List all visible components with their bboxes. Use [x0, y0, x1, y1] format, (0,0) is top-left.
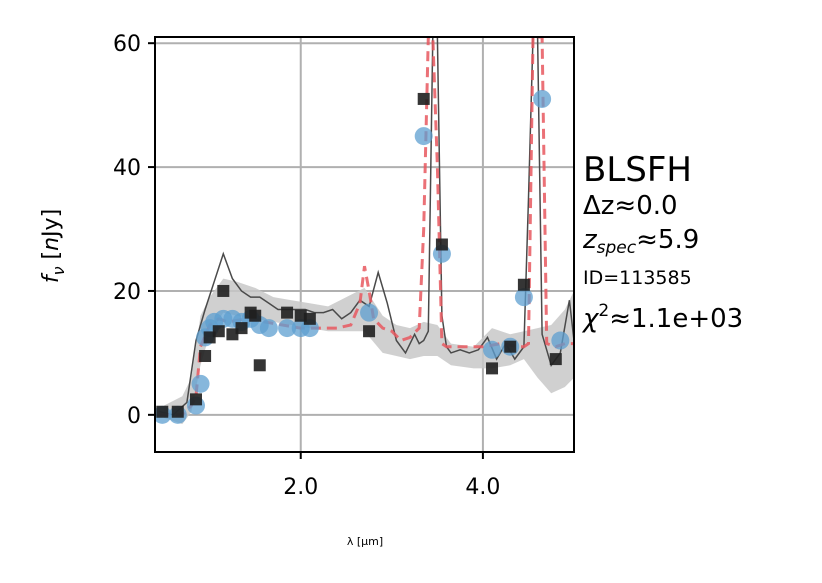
- model-photometry-point: [303, 312, 316, 325]
- model-photometry-point: [363, 325, 376, 338]
- observed-point: [360, 303, 379, 322]
- model-uncertainty-band: [164, 278, 574, 425]
- model-photometry-point: [435, 238, 448, 251]
- observed-point: [414, 127, 433, 146]
- template-name: BLSFH: [583, 150, 692, 190]
- model-photometry-point: [203, 331, 216, 344]
- plot-frame: [154, 36, 575, 453]
- z-spec-label: zspec≈5.9: [582, 225, 699, 258]
- model-photometry-point: [281, 306, 294, 319]
- delta-z-label: Δz≈0.0: [583, 191, 678, 221]
- x-tick-label: 4.0: [465, 475, 500, 500]
- model-photometry-point: [212, 325, 225, 338]
- model-photometry-point: [189, 393, 202, 406]
- model-photometry-point: [517, 278, 530, 291]
- model-photometry-point: [417, 92, 430, 105]
- model-photometry-point: [504, 340, 517, 353]
- best-fit-line: [159, 37, 574, 417]
- fit-annotation: BLSFH Δz≈0.0 zspec≈5.9 ID=113585 χ2≈1.1e…: [581, 150, 743, 334]
- model-photometry-point: [486, 362, 499, 375]
- model-photometry-point: [294, 309, 307, 322]
- y-axis-label: fν [nJy]: [39, 209, 68, 283]
- model-photometry-point: [156, 405, 169, 418]
- observed-point: [191, 374, 210, 393]
- observed-point: [259, 319, 278, 338]
- observed-point: [514, 288, 533, 307]
- y-tick-label: 40: [113, 156, 141, 181]
- model-photometry-point: [199, 349, 212, 362]
- y-tick-label: 60: [113, 32, 141, 57]
- x-tick-label: 2.0: [283, 475, 318, 500]
- chi2-label: χ2≈1.1e+03: [581, 301, 743, 334]
- model-photometry-point: [226, 328, 239, 341]
- model-photometry-point: [549, 353, 562, 366]
- model-photometry-point: [171, 405, 184, 418]
- axis-ticks: 2.0 4.0 0 20 40 60: [113, 32, 500, 500]
- x-axis-label: λ [μm]: [347, 535, 383, 548]
- model-photometry-point: [217, 284, 230, 297]
- model-photometry-point: [235, 322, 248, 335]
- object-id-label: ID=113585: [583, 267, 692, 289]
- model-photometry-point: [249, 309, 262, 322]
- model-spectrum-line: [159, 37, 574, 416]
- observed-point: [483, 340, 502, 359]
- observed-point: [278, 319, 297, 338]
- plot-area: [155, 37, 574, 425]
- model-photometry-point: [253, 359, 266, 372]
- y-tick-label: 0: [127, 404, 141, 429]
- observed-point: [551, 331, 570, 350]
- observed-point: [533, 89, 552, 108]
- y-tick-label: 20: [113, 280, 141, 305]
